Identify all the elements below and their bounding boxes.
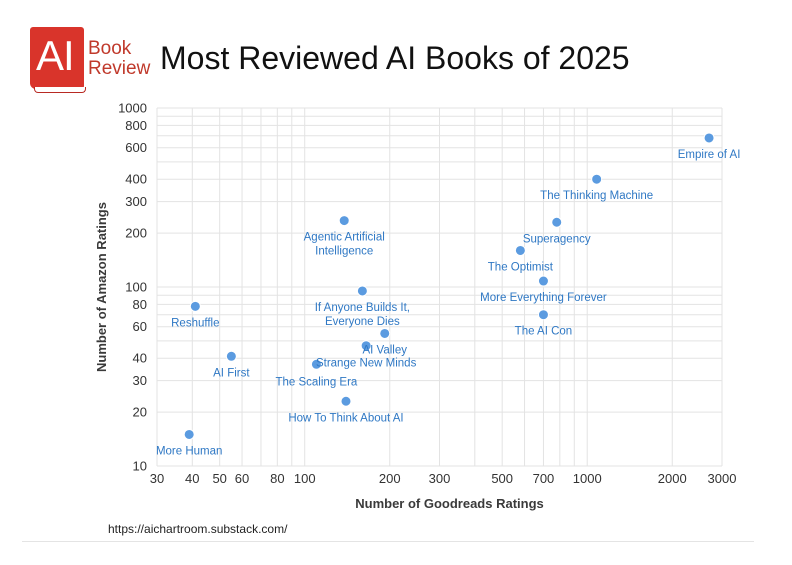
point-label: The Thinking Machine <box>540 190 653 202</box>
x-tick-label: 2000 <box>658 471 687 486</box>
data-point <box>379 327 391 339</box>
y-tick-label: 200 <box>125 226 147 241</box>
point-label: The Scaling Era <box>275 376 357 388</box>
point-label: If Anyone Builds It, Everyone Dies <box>315 302 410 328</box>
x-tick-label: 80 <box>270 471 284 486</box>
y-tick-label: 40 <box>133 351 147 366</box>
data-point <box>591 173 603 185</box>
x-tick-label: 100 <box>294 471 316 486</box>
x-tick-label: 500 <box>491 471 513 486</box>
x-tick-label: 60 <box>235 471 249 486</box>
point-labels: Empire of AI The Thinking Machine Superage… <box>156 149 740 457</box>
y-tick-label: 80 <box>133 297 147 312</box>
point-label: Reshuffle <box>171 317 219 329</box>
x-tick-label: 50 <box>212 471 226 486</box>
x-tick-label: 30 <box>150 471 164 486</box>
logo-line-2: Review <box>88 58 151 79</box>
data-point <box>356 285 368 297</box>
y-tick-label: 100 <box>125 280 147 295</box>
source-url: https://aichartroom.substack.com/ <box>108 522 288 536</box>
y-tick-label: 1000 <box>118 101 147 116</box>
grid-lines <box>156 107 723 467</box>
point-label: More Human <box>156 445 222 457</box>
point-label: AI Valley <box>362 344 407 356</box>
point-label: Strange New Minds <box>316 358 417 370</box>
bottom-divider <box>22 541 754 542</box>
logo-line-1: Book <box>88 38 132 59</box>
y-tick-label: 800 <box>125 118 147 133</box>
x-tick-label: 700 <box>533 471 555 486</box>
x-tick-label: 1000 <box>573 471 602 486</box>
y-tick-label: 30 <box>133 373 147 388</box>
x-tick-label: 200 <box>379 471 401 486</box>
point-label: The Optimist <box>488 261 554 273</box>
data-point <box>551 216 563 228</box>
data-point <box>338 215 350 227</box>
chart-title: Most Reviewed AI Books of 2025 <box>160 40 630 76</box>
y-tick-labels: 10 20 30 40 60 80 100 200 300 400 600 800 1000 <box>118 101 147 474</box>
data-point <box>537 309 549 321</box>
y-tick-label: 10 <box>133 459 147 474</box>
y-tick-label: 600 <box>125 140 147 155</box>
point-label: The AI Con <box>515 326 573 338</box>
logo-text: Book Review <box>88 39 150 79</box>
data-point <box>537 275 549 287</box>
point-label: Empire of AI <box>678 149 741 161</box>
data-point <box>183 428 195 440</box>
data-point <box>703 132 715 144</box>
x-tick-label: 3000 <box>708 471 737 486</box>
x-tick-labels: 30 40 50 60 80 100 200 300 500 700 1000 2000 3000 <box>150 471 737 486</box>
y-tick-label: 400 <box>125 172 147 187</box>
logo-mark: AI <box>36 32 75 79</box>
data-point <box>225 350 237 362</box>
point-label: Superagency <box>523 233 591 245</box>
point-label: AI First <box>213 367 250 379</box>
data-point <box>340 395 352 407</box>
y-axis-title: Number of Amazon Ratings <box>94 202 109 372</box>
point-label: Agentic Artificial Intelligence <box>304 232 385 258</box>
x-axis-title: Number of Goodreads Ratings <box>355 496 544 511</box>
y-tick-label: 60 <box>133 319 147 334</box>
data-point <box>360 340 372 352</box>
x-tick-label: 300 <box>429 471 451 486</box>
book-review-logo: AI Book Review <box>30 27 150 93</box>
x-tick-label: 40 <box>185 471 199 486</box>
data-point <box>310 358 322 370</box>
data-points <box>183 132 715 440</box>
y-tick-label: 20 <box>133 405 147 420</box>
y-tick-label: 300 <box>125 194 147 209</box>
point-label: More Everything Forever <box>480 292 607 304</box>
book-icon: AI <box>30 27 86 93</box>
data-point <box>514 244 526 256</box>
point-label: How To Think About AI <box>288 412 403 424</box>
data-point <box>189 300 201 312</box>
